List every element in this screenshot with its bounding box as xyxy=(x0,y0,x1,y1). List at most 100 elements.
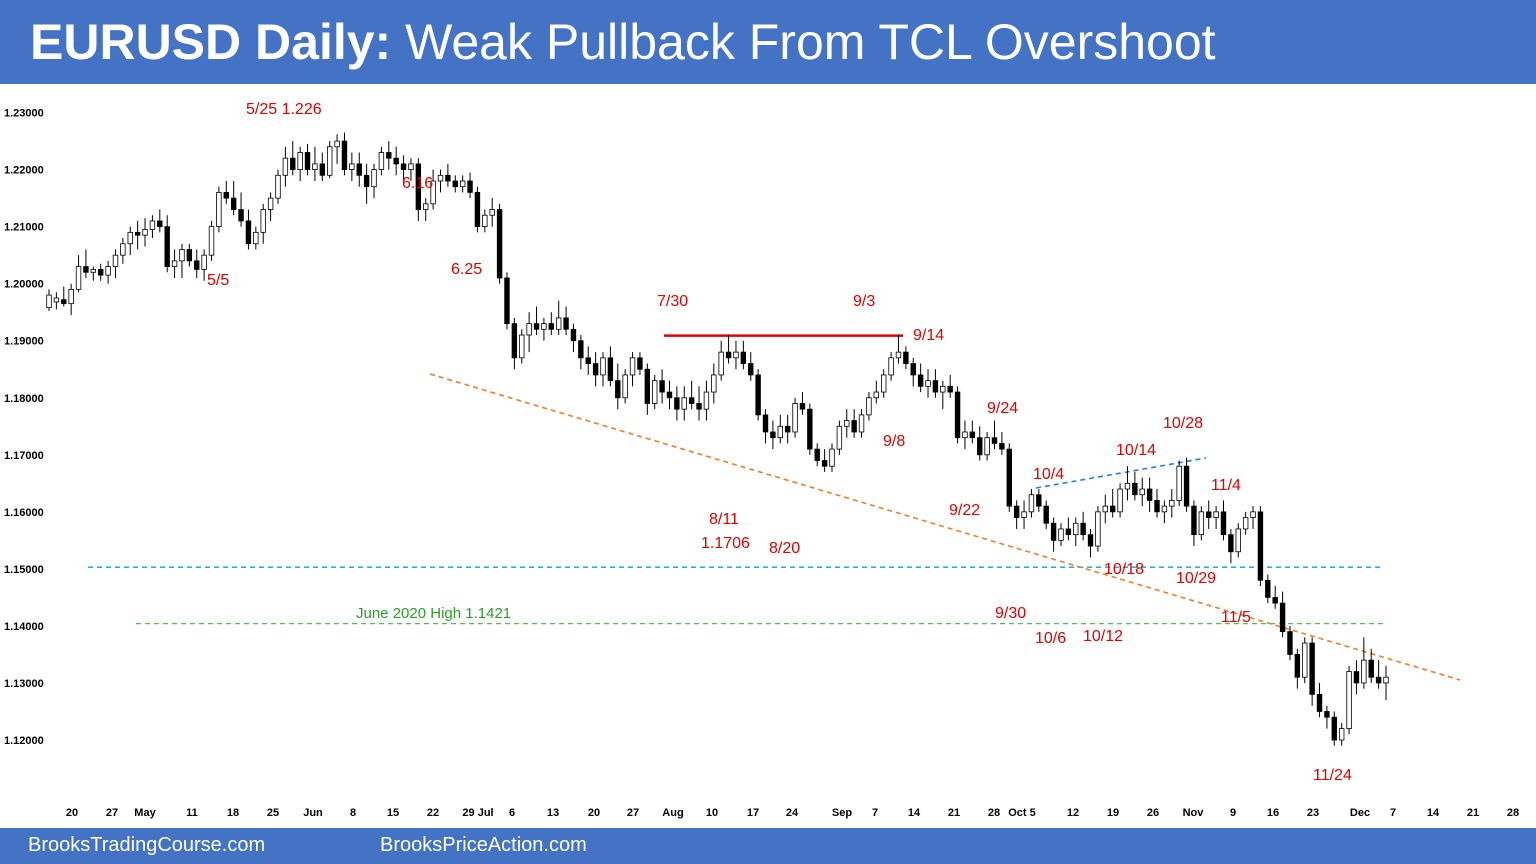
candle xyxy=(607,346,614,387)
bear-candle-body xyxy=(1109,505,1116,513)
bear-candle-body xyxy=(1287,631,1293,655)
candle xyxy=(1272,585,1278,609)
bear-candle-body xyxy=(1375,676,1382,684)
bull-candle-body xyxy=(378,152,385,170)
bear-candle-body xyxy=(999,442,1005,450)
bear-candle-body xyxy=(977,437,983,456)
candle xyxy=(563,306,569,336)
date-annotation: 9/8 xyxy=(883,433,905,450)
bull-candle-body xyxy=(925,380,931,387)
candle xyxy=(903,346,909,370)
date-annotation: 6.25 xyxy=(451,261,482,278)
candle xyxy=(201,249,207,281)
bull-candle-body xyxy=(408,163,414,171)
candle xyxy=(526,312,532,353)
bull-candle-body xyxy=(267,197,274,210)
bull-candle-body xyxy=(733,351,739,359)
candle xyxy=(725,335,732,364)
candle xyxy=(1095,506,1101,552)
bear-candle-body xyxy=(1183,465,1190,507)
date-annotation: 5/5 xyxy=(207,272,229,289)
candle xyxy=(755,369,761,421)
candle xyxy=(829,443,835,472)
bear-candle-body xyxy=(164,226,170,267)
candle xyxy=(1058,523,1064,547)
candle xyxy=(356,152,362,187)
x-tick-label: Sep xyxy=(832,807,852,819)
candle xyxy=(297,146,303,182)
candle xyxy=(888,352,894,381)
bear-candle-body xyxy=(548,323,554,330)
bear-candle-body xyxy=(230,197,237,210)
candle xyxy=(1065,517,1072,541)
candle xyxy=(881,369,887,398)
bull-candle-body xyxy=(127,231,133,245)
candle xyxy=(1250,506,1256,529)
x-tick-label: May xyxy=(134,807,156,819)
candle xyxy=(1146,477,1153,512)
bull-candle-body xyxy=(53,297,60,303)
bull-candle-body xyxy=(171,260,178,267)
bull-candle-body xyxy=(489,209,495,216)
bear-candle-body xyxy=(910,363,916,376)
candle xyxy=(319,152,326,182)
bull-candle-body xyxy=(482,214,488,228)
candle xyxy=(68,283,74,316)
bear-candle-body xyxy=(1146,488,1153,501)
candle xyxy=(947,374,953,398)
bear-candle-body xyxy=(644,368,651,404)
date-annotation: 9/14 xyxy=(913,327,944,344)
candle xyxy=(1383,665,1389,701)
bull-candle-body xyxy=(437,174,444,182)
bear-candle-body xyxy=(445,174,451,182)
bear-candle-body xyxy=(1132,482,1138,496)
bull-candle-body xyxy=(1161,505,1168,513)
bull-candle-body xyxy=(888,357,894,376)
candle xyxy=(1036,489,1042,512)
candle xyxy=(445,163,451,187)
candle xyxy=(844,409,850,438)
candle xyxy=(53,292,60,310)
bull-candle-body xyxy=(1213,511,1219,518)
candle xyxy=(1309,637,1315,706)
bear-candle-body xyxy=(954,391,961,439)
bear-candle-body xyxy=(725,351,732,359)
candle xyxy=(799,392,806,415)
x-tick-label: Nov xyxy=(1183,807,1205,819)
bull-candle-body xyxy=(1361,659,1367,684)
date-annotation: 10/14 xyxy=(1116,442,1156,459)
bull-candle-body xyxy=(519,334,525,359)
y-tick-label: 1.21000 xyxy=(4,222,44,234)
bull-candle-body xyxy=(940,385,946,393)
candle xyxy=(1324,705,1330,729)
candle xyxy=(1294,648,1301,689)
footer-left-link[interactable]: BrooksTradingCourse.com xyxy=(28,834,266,856)
bear-candle-body xyxy=(1050,522,1057,541)
bull-candle-body xyxy=(718,351,724,376)
candle xyxy=(629,352,636,387)
candle xyxy=(341,132,348,176)
candle xyxy=(1206,500,1212,529)
candle xyxy=(186,243,193,267)
candle xyxy=(585,346,591,375)
candle xyxy=(1338,722,1345,746)
bear-candle-body xyxy=(341,140,348,171)
wedge-line xyxy=(1035,457,1207,489)
bull-candle-body xyxy=(216,192,222,228)
candle xyxy=(223,181,229,204)
candle xyxy=(504,272,510,330)
x-tick-label: 16 xyxy=(1267,807,1279,819)
bear-candle-body xyxy=(400,163,407,171)
bull-candle-body xyxy=(68,288,74,305)
bull-candle-body xyxy=(1139,488,1145,496)
bull-candle-body xyxy=(1176,465,1182,501)
footer-right-link[interactable]: BrooksPriceAction.com xyxy=(380,834,587,856)
candle xyxy=(681,386,687,421)
candle xyxy=(784,414,791,444)
bear-candle-body xyxy=(1080,522,1086,536)
candle xyxy=(519,329,525,364)
bear-candle-body xyxy=(740,351,747,364)
x-tick-label: 14 xyxy=(1427,807,1440,819)
candle xyxy=(1139,477,1145,507)
candle xyxy=(696,386,702,421)
